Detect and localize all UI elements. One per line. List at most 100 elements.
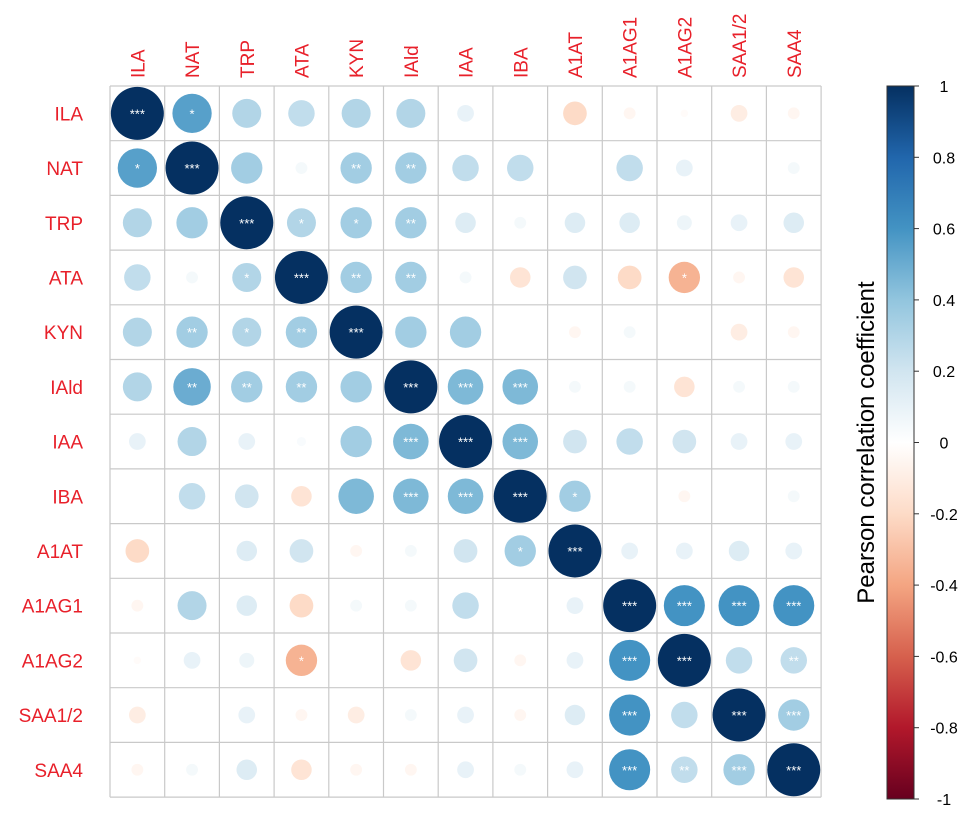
corr-circle-iald-a1ag2 [674,376,695,398]
significance-label: ** [242,380,252,395]
corr-circle-iaa-iald [393,423,429,460]
corr-circle-a1at-trp [236,540,258,562]
corr-circle-saa1-2-a1ag2 [671,701,698,729]
corr-circle-iba-a1ag2 [678,490,691,503]
significance-label: *** [567,544,582,559]
corr-circle-kyn-a1at [569,326,581,339]
corr-circle-saa1-2-iaa [457,706,474,724]
significance-label: *** [786,763,801,778]
corr-circle-iaa-saa1-2 [730,433,748,450]
corr-circle-trp-trp [220,196,274,250]
corr-circle-saa1-2-ila [128,706,146,724]
corr-circle-nat-trp [231,152,263,184]
row-label-iaa: IAA [52,433,83,454]
corr-circle-ata-ila [124,264,151,291]
column-label-a1ag1: A1AG1 [621,17,642,78]
corr-circle-saa4-ila [131,763,144,776]
corr-circle-a1at-saa4 [785,542,803,560]
significance-label: *** [622,653,637,668]
corr-circle-iald-saa4 [787,380,800,393]
column-label-iba: IBA [511,47,532,78]
corr-circle-saa1-2-iald [404,709,417,721]
corr-circle-a1ag1-trp [236,595,258,616]
significance-label: *** [403,489,418,504]
corr-circle-saa1-2-saa1-2 [712,688,766,742]
corr-circle-iba-ata [291,485,312,507]
corr-circle-iald-iald [384,360,438,414]
corr-circle-a1ag1-saa1-2 [718,585,760,627]
matrix-cells: *** ** *** ** ***** * * *** *** ** ** *** * ** ***** **… [110,86,821,797]
corr-circle-trp-iba [514,216,527,229]
corr-circle-saa1-2-saa4 [778,699,810,731]
corr-circle-saa4-a1ag1 [609,749,651,791]
significance-label: ** [789,653,799,668]
corr-circle-nat-iba [507,154,534,182]
corr-circle-iald-a1ag1 [623,380,636,393]
significance-label: *** [786,599,801,614]
row-label-a1ag2: A1AG2 [22,651,83,672]
corr-circle-a1ag2-a1ag2 [657,633,711,687]
corr-circle-saa4-nat [186,763,198,776]
significance-label: *** [513,435,528,450]
corr-circle-ila-a1ag1 [623,107,636,120]
corr-circle-ata-nat [186,271,198,284]
corr-circle-a1ag1-iaa [452,592,479,619]
row-label-kyn: KYN [44,323,83,344]
corr-circle-ila-saa4 [787,107,800,120]
corr-circle-saa1-2-trp [238,706,256,724]
column-label-iald: IAld [402,45,423,78]
row-label-iba: IBA [52,487,83,508]
significance-label: * [518,544,523,559]
column-label-nat: NAT [183,41,204,78]
corr-circle-trp-a1ag1 [619,212,640,234]
row-label-nat: NAT [46,159,83,180]
significance-label: ** [679,763,689,778]
significance-label: *** [513,489,528,504]
column-label-saa1-2: SAA1/2 [730,14,751,78]
corr-circle-ila-kyn [341,98,371,128]
corr-circle-a1ag1-kyn [350,599,363,612]
corr-circle-saa1-2-iba [514,709,527,721]
row-label-ila: ILA [54,104,83,125]
corr-circle-iaa-nat [177,427,207,457]
column-label-a1ag2: A1AG2 [675,17,696,78]
corr-circle-a1ag1-a1ag2 [663,585,705,627]
significance-label: * [354,216,359,231]
significance-label: ** [187,380,197,395]
significance-label: *** [622,763,637,778]
corr-circle-saa4-ata [291,759,312,781]
corr-circle-a1ag1-ila [131,599,144,612]
corr-circle-a1at-iaa [453,539,478,563]
corr-circle-ata-saa1-2 [733,271,745,284]
corr-circle-nat-iald [395,152,427,184]
legend-title: Pearson correlation coefficient [853,281,880,604]
legend-ticks: 1 0.8 0.6 0.4 0.2 0 -0.2 -0.4 -0.6 -0.8 -1 [914,79,958,809]
row-label-saa4: SAA4 [34,761,83,782]
corr-circle-nat-nat [165,141,219,195]
corr-circle-saa4-kyn [350,763,363,776]
corr-circle-saa1-2-ata [295,709,308,721]
corr-circle-a1ag2-a1at [566,651,584,669]
corr-circle-a1ag2-trp [239,652,255,668]
significance-label: ** [406,161,416,176]
column-label-saa4: SAA4 [785,29,806,78]
significance-label: * [190,106,195,121]
corr-circle-a1ag1-a1ag1 [603,579,657,633]
corr-circle-ila-trp [232,98,262,128]
corr-circle-ata-iba [509,267,531,288]
legend-tick-label: 0 [940,436,949,453]
corr-circle-trp-ila [122,208,152,238]
corr-circle-saa4-saa4 [767,743,821,797]
significance-label: *** [130,106,145,121]
corr-circle-a1ag1-a1at [566,597,584,615]
corr-circle-a1ag1-ata [289,593,314,618]
significance-label: *** [184,161,199,176]
significance-label: *** [294,270,309,285]
significance-label: *** [731,763,746,778]
significance-label: * [572,489,577,504]
corr-circle-saa4-iaa [457,761,474,779]
corr-circle-kyn-iaa [449,316,482,348]
significance-label: ** [351,270,361,285]
